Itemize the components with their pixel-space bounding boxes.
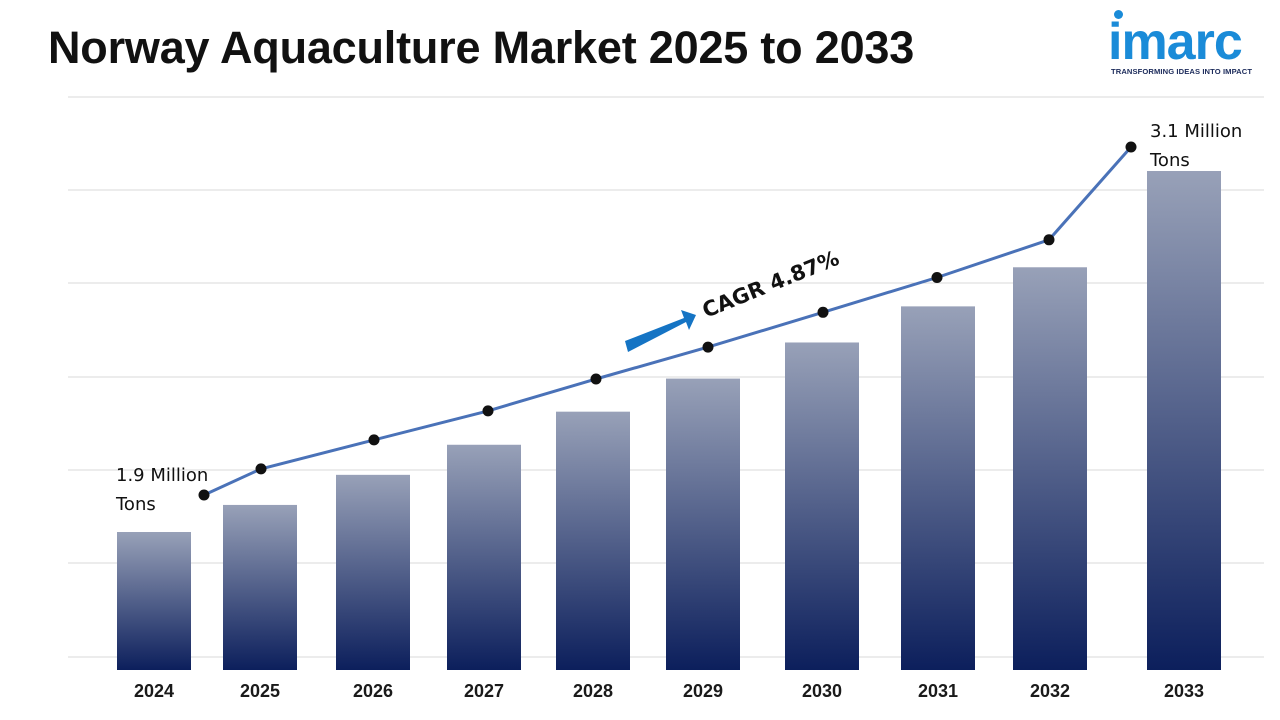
bar (1013, 267, 1087, 670)
trend-line-group (198, 141, 1137, 501)
trend-point (590, 373, 602, 385)
x-tick-label: 2028 (573, 681, 613, 701)
annotation-labels: 1.9 Million Tons 3.1 Million Tons (115, 121, 1242, 515)
trend-point (931, 272, 943, 283)
x-tick-label: 2029 (683, 681, 723, 701)
bar (556, 411, 630, 670)
logo-wordmark: imarc (1108, 13, 1243, 71)
x-tick-label: 2033 (1164, 681, 1204, 701)
imarc-logo: imarc TRANSFORMING IDEAS INTO IMPACT (1108, 8, 1274, 78)
trend-point (255, 463, 267, 475)
cagr-annotation: CAGR 4.87% (625, 246, 843, 352)
trend-point (482, 405, 494, 417)
x-tick-label: 2026 (353, 681, 393, 701)
x-axis-ticks: 2024 2025 2026 2027 2028 2029 2030 2031 2032 2033 (134, 681, 1204, 701)
page-title: Norway Aquaculture Market 2025 to 2033 (48, 22, 915, 73)
cagr-arrow-icon (625, 310, 696, 352)
bar (901, 306, 975, 670)
logo-tagline: TRANSFORMING IDEAS INTO IMPACT (1111, 67, 1253, 76)
bar (447, 444, 521, 670)
bar (117, 532, 191, 670)
trend-point (1043, 234, 1055, 246)
x-tick-label: 2024 (134, 681, 174, 701)
bar (223, 504, 297, 670)
bar (1147, 171, 1221, 670)
trend-point (198, 489, 210, 501)
bar (666, 378, 740, 670)
x-tick-label: 2032 (1030, 681, 1070, 701)
trend-line (203, 146, 1133, 497)
x-tick-label: 2030 (802, 681, 842, 701)
x-tick-label: 2031 (918, 681, 958, 701)
start-value-label: 1.9 Million (116, 465, 208, 486)
trend-point (368, 434, 380, 446)
bar (785, 342, 859, 670)
bar (336, 474, 410, 670)
logo-dot-icon (1114, 10, 1123, 19)
bars (117, 171, 1221, 670)
trend-point (817, 306, 829, 318)
end-unit-label: Tons (1149, 150, 1190, 171)
end-value-label: 3.1 Million (1150, 121, 1242, 142)
x-tick-label: 2025 (240, 681, 280, 701)
x-tick-label: 2027 (464, 681, 504, 701)
trend-point (702, 341, 714, 353)
trend-point (1125, 141, 1137, 153)
start-unit-label: Tons (115, 494, 156, 515)
